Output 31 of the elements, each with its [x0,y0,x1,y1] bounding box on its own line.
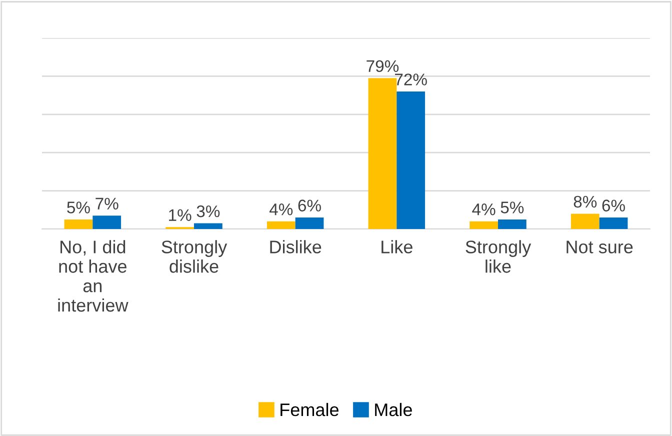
data-label: 5% [67,202,90,214]
x-tick-label: No, I did not have an interview [58,240,128,312]
data-label: 4% [269,204,293,216]
bar [266,221,296,229]
bar [194,223,222,229]
x-tick-label: Dislike [270,240,322,254]
data-label: 3% [196,205,220,218]
x-tick-label: Strongly dislike [162,240,228,273]
bar [498,219,526,229]
legend-label: Female [280,402,339,416]
data-label: 79% [366,60,399,72]
x-tick-label: Like [382,240,412,254]
data-label: 5% [500,202,524,214]
data-label: 6% [602,200,625,212]
bar [368,78,397,229]
x-tick-label: Strongly like [466,240,532,273]
x-tick-label: Not sure [566,240,633,254]
bar [295,218,324,229]
bar [470,221,498,229]
data-label: 7% [96,198,118,210]
data-label: 6% [298,200,321,212]
bar [599,218,628,229]
legend-label: Male [375,402,412,416]
data-label: 1% [169,209,192,221]
bar [570,214,600,229]
data-label: 8% [574,196,597,208]
data-label: 4% [472,204,496,216]
bar [396,91,426,229]
bar [64,219,93,229]
bar [92,216,122,229]
data-label: 72% [395,74,427,86]
